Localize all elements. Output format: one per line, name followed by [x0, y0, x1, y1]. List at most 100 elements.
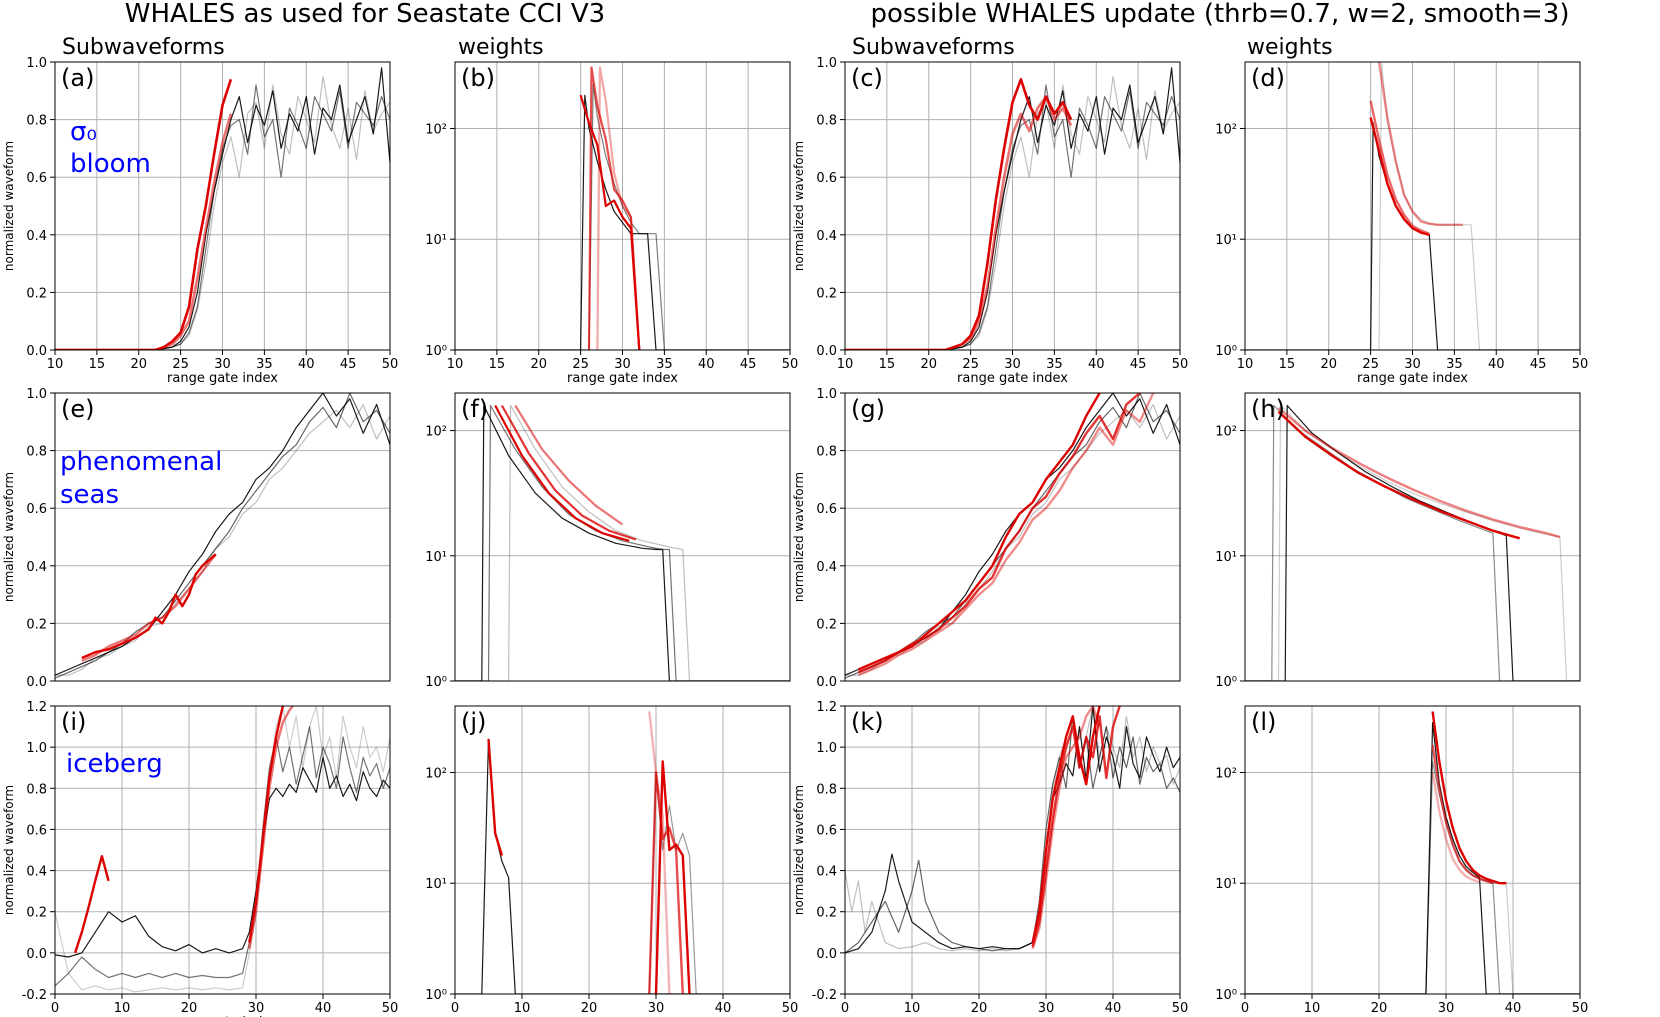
x-axis-label: range gate index	[567, 371, 678, 386]
series-line-2	[1245, 62, 1580, 350]
y-tick-label: 0.6	[816, 502, 837, 517]
annotation-bloom-line1: σ₀	[70, 117, 97, 147]
y-tick-label: 0.4	[816, 865, 837, 880]
x-tick-label: 15	[879, 357, 896, 372]
panel-h: 10⁰ 10¹ 10² (h)	[1215, 392, 1581, 690]
left-title: WHALES as used for Seastate CCI V3	[125, 0, 605, 29]
axes-frame	[54, 392, 391, 682]
series-group	[455, 66, 790, 350]
y-tick-label: 0.8	[26, 445, 47, 460]
y-tick-label: 10²	[425, 425, 447, 440]
y-tick-label: 0.8	[816, 114, 837, 129]
y-tick-label: 10²	[1215, 766, 1237, 781]
y-tick-label: 0.4	[816, 560, 837, 575]
y-tick-label: 1.2	[816, 700, 837, 715]
series-group	[55, 67, 390, 350]
axes-frame	[1244, 705, 1581, 995]
series-line-3	[487, 739, 504, 856]
x-tick-label: 25	[172, 357, 189, 372]
y-tick-label: 0.4	[26, 229, 47, 244]
series-line-5	[648, 771, 684, 994]
panel-label: (g)	[851, 395, 885, 423]
y-tick-label: 0.2	[816, 617, 837, 632]
panel-c: 10 15 20 25 30 35 40 45 50 0.0 0.2 0.4 0.6 0.8 1.0 (c) r…	[792, 56, 1188, 386]
y-tick-label: 10¹	[1215, 550, 1237, 565]
panel-a: 10 15 20 25 30 35 40 45 50 0.0 0.2 0.4 0.6 0.8 1.0 (a) r…	[2, 56, 398, 386]
y-tick-label: 10¹	[425, 550, 447, 565]
x-tick-label: 10	[114, 1001, 131, 1016]
series-line-3	[455, 404, 790, 681]
panel-k: 0 10 20 30 40 50 -0.2 0.0 0.2 0.4 0.6 0.8 1.0 1.2 (k) n…	[792, 700, 1188, 1016]
x-tick-label: 45	[1130, 357, 1147, 372]
series-line-4	[654, 760, 691, 994]
series-line-4	[55, 78, 233, 350]
y-tick-label: 10⁰	[425, 988, 447, 1003]
panel-label: (b)	[461, 64, 495, 92]
x-tick-label: 20	[971, 1001, 988, 1016]
series-line-5	[596, 66, 641, 350]
y-tick-label: 0.2	[26, 617, 47, 632]
series-line-6	[248, 706, 295, 949]
x-tick-label: 45	[340, 357, 357, 372]
series-line-3	[845, 75, 1180, 350]
annotation-iceberg: iceberg	[66, 749, 163, 779]
y-tick-label: 0.6	[26, 823, 47, 838]
y-tick-label: 10¹	[1215, 233, 1237, 248]
series-line-1	[455, 738, 790, 994]
x-axis-label: range gate index	[167, 1015, 278, 1017]
x-tick-label: 15	[489, 357, 506, 372]
x-tick-label: 10	[904, 1001, 921, 1016]
y-tick-label: 0.0	[816, 947, 837, 962]
y-tick-label: 0.0	[26, 675, 47, 690]
y-tick-label: 10¹	[425, 233, 447, 248]
series-line-5	[857, 393, 1141, 674]
x-axis-label: range gate index	[167, 371, 278, 386]
axes-frame	[454, 705, 791, 995]
y-axis-label: normalized waveform	[2, 472, 16, 602]
x-tick-label: 20	[581, 1001, 598, 1016]
series-line-1	[455, 404, 790, 681]
x-tick-label: 15	[1279, 357, 1296, 372]
x-tick-label: 30	[648, 1001, 665, 1016]
y-axis-label: normalized waveform	[2, 141, 16, 271]
panel-label: (d)	[1251, 64, 1285, 92]
x-tick-label: 30	[1438, 1001, 1455, 1016]
series-group	[845, 393, 1180, 679]
axes-frame	[1244, 61, 1581, 351]
series-line-5	[845, 95, 1073, 350]
series-line-5	[248, 706, 286, 943]
series-group	[455, 404, 790, 681]
series-line-2	[55, 84, 390, 350]
y-tick-label: 0.8	[816, 445, 837, 460]
x-tick-label: 15	[89, 357, 106, 372]
series-group	[55, 706, 390, 993]
y-tick-label: 10²	[1215, 425, 1237, 440]
y-tick-label: 10⁰	[425, 344, 447, 359]
series-group	[1245, 62, 1580, 350]
x-tick-label: 40	[1505, 1001, 1522, 1016]
panel-label: (f)	[461, 395, 488, 423]
y-axis-label: normalized waveform	[792, 785, 806, 915]
series-line-1	[55, 393, 390, 676]
y-tick-label: 1.0	[816, 387, 837, 402]
y-tick-label: 0.6	[26, 171, 47, 186]
series-line-5	[500, 404, 637, 541]
series-line-6	[1431, 772, 1480, 884]
series-line-1	[1245, 404, 1580, 681]
column-header-b: weights	[458, 35, 544, 60]
x-tick-label: 10	[514, 1001, 531, 1016]
y-tick-label: 0.4	[26, 560, 47, 575]
column-header-a: Subwaveforms	[62, 35, 225, 60]
y-tick-label: 10⁰	[425, 675, 447, 690]
series-line-2	[55, 393, 390, 679]
x-tick-label: 50	[1172, 357, 1189, 372]
series-line-6	[648, 711, 671, 994]
right-title: possible WHALES update (thrb=0.7, w=2, s…	[871, 0, 1570, 29]
x-tick-label: 25	[572, 357, 589, 372]
y-tick-label: 0.0	[816, 675, 837, 690]
series-line-2	[845, 393, 1180, 679]
panel-g: 0.0 0.2 0.4 0.6 0.8 1.0 (g) normalized waveform	[792, 387, 1181, 690]
panel-label: (l)	[1251, 708, 1276, 736]
series-line-3	[1245, 404, 1580, 681]
